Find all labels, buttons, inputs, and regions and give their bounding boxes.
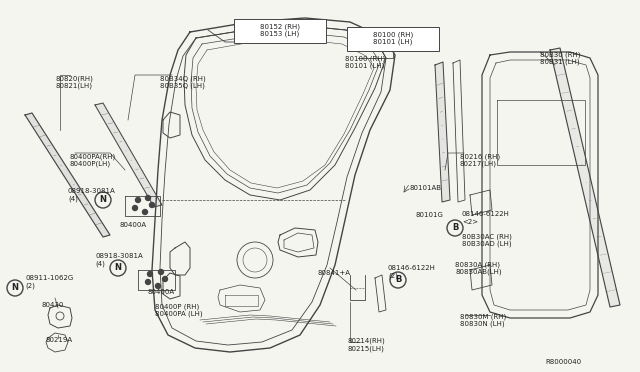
Text: 08918-3081A
(4): 08918-3081A (4) <box>95 253 143 267</box>
Circle shape <box>7 280 23 296</box>
Polygon shape <box>95 103 162 207</box>
Text: R8000040: R8000040 <box>545 359 581 365</box>
Text: 80216 (RH)
80217(LH): 80216 (RH) 80217(LH) <box>460 153 500 167</box>
Polygon shape <box>25 113 110 237</box>
Text: 08918-3081A
(4): 08918-3081A (4) <box>68 188 116 202</box>
Text: 80101G: 80101G <box>415 212 443 218</box>
FancyBboxPatch shape <box>234 19 326 43</box>
Text: 80400PA(RH)
80400P(LH): 80400PA(RH) 80400P(LH) <box>70 153 116 167</box>
FancyBboxPatch shape <box>347 27 439 51</box>
Text: 80100 (RH)
80101 (LH): 80100 (RH) 80101 (LH) <box>345 55 385 69</box>
Text: 08911-1062G
(2): 08911-1062G (2) <box>25 275 73 289</box>
Circle shape <box>145 279 150 285</box>
Circle shape <box>150 202 154 208</box>
Circle shape <box>145 196 150 201</box>
Text: 80B30AC (RH)
80B30AD (LH): 80B30AC (RH) 80B30AD (LH) <box>462 233 512 247</box>
Text: 80101AB: 80101AB <box>410 185 442 191</box>
Circle shape <box>95 192 111 208</box>
Text: 80B34Q (RH)
80B35Q (LH): 80B34Q (RH) 80B35Q (LH) <box>160 75 205 89</box>
Circle shape <box>159 269 163 275</box>
Text: 80400A: 80400A <box>120 222 147 228</box>
Text: 80430: 80430 <box>42 302 65 308</box>
Text: 80820(RH)
80821(LH): 80820(RH) 80821(LH) <box>55 75 93 89</box>
Text: N: N <box>115 263 122 273</box>
Text: 80830M (RH)
80830N (LH): 80830M (RH) 80830N (LH) <box>460 313 506 327</box>
Text: B: B <box>452 224 458 232</box>
Circle shape <box>110 260 126 276</box>
Circle shape <box>143 209 147 215</box>
Text: 08146-6122H
(2): 08146-6122H (2) <box>388 265 436 279</box>
Text: 80219A: 80219A <box>45 337 72 343</box>
Circle shape <box>136 198 141 202</box>
Text: 80400P (RH)
80400PA (LH): 80400P (RH) 80400PA (LH) <box>155 303 203 317</box>
Text: 80400A: 80400A <box>148 289 175 295</box>
Circle shape <box>447 220 463 236</box>
Text: N: N <box>99 196 106 205</box>
Circle shape <box>156 283 161 289</box>
Circle shape <box>147 272 152 276</box>
Text: 80B30 (RH)
80B31 (LH): 80B30 (RH) 80B31 (LH) <box>540 51 580 65</box>
Text: 08146-6122H
<2>: 08146-6122H <2> <box>462 212 510 224</box>
Polygon shape <box>550 48 620 307</box>
Polygon shape <box>435 62 450 202</box>
Text: 80100 (RH)
80101 (LH): 80100 (RH) 80101 (LH) <box>373 31 413 45</box>
Circle shape <box>163 276 168 282</box>
Text: 80214(RH)
80215(LH): 80214(RH) 80215(LH) <box>348 338 386 352</box>
Text: N: N <box>12 283 19 292</box>
Text: 80841+A: 80841+A <box>318 270 351 276</box>
Text: B: B <box>395 276 401 285</box>
Circle shape <box>390 272 406 288</box>
Circle shape <box>132 205 138 211</box>
Text: 80830A (RH)
80830AB(LH): 80830A (RH) 80830AB(LH) <box>455 261 502 275</box>
Text: 80152 (RH)
80153 (LH): 80152 (RH) 80153 (LH) <box>260 23 300 37</box>
